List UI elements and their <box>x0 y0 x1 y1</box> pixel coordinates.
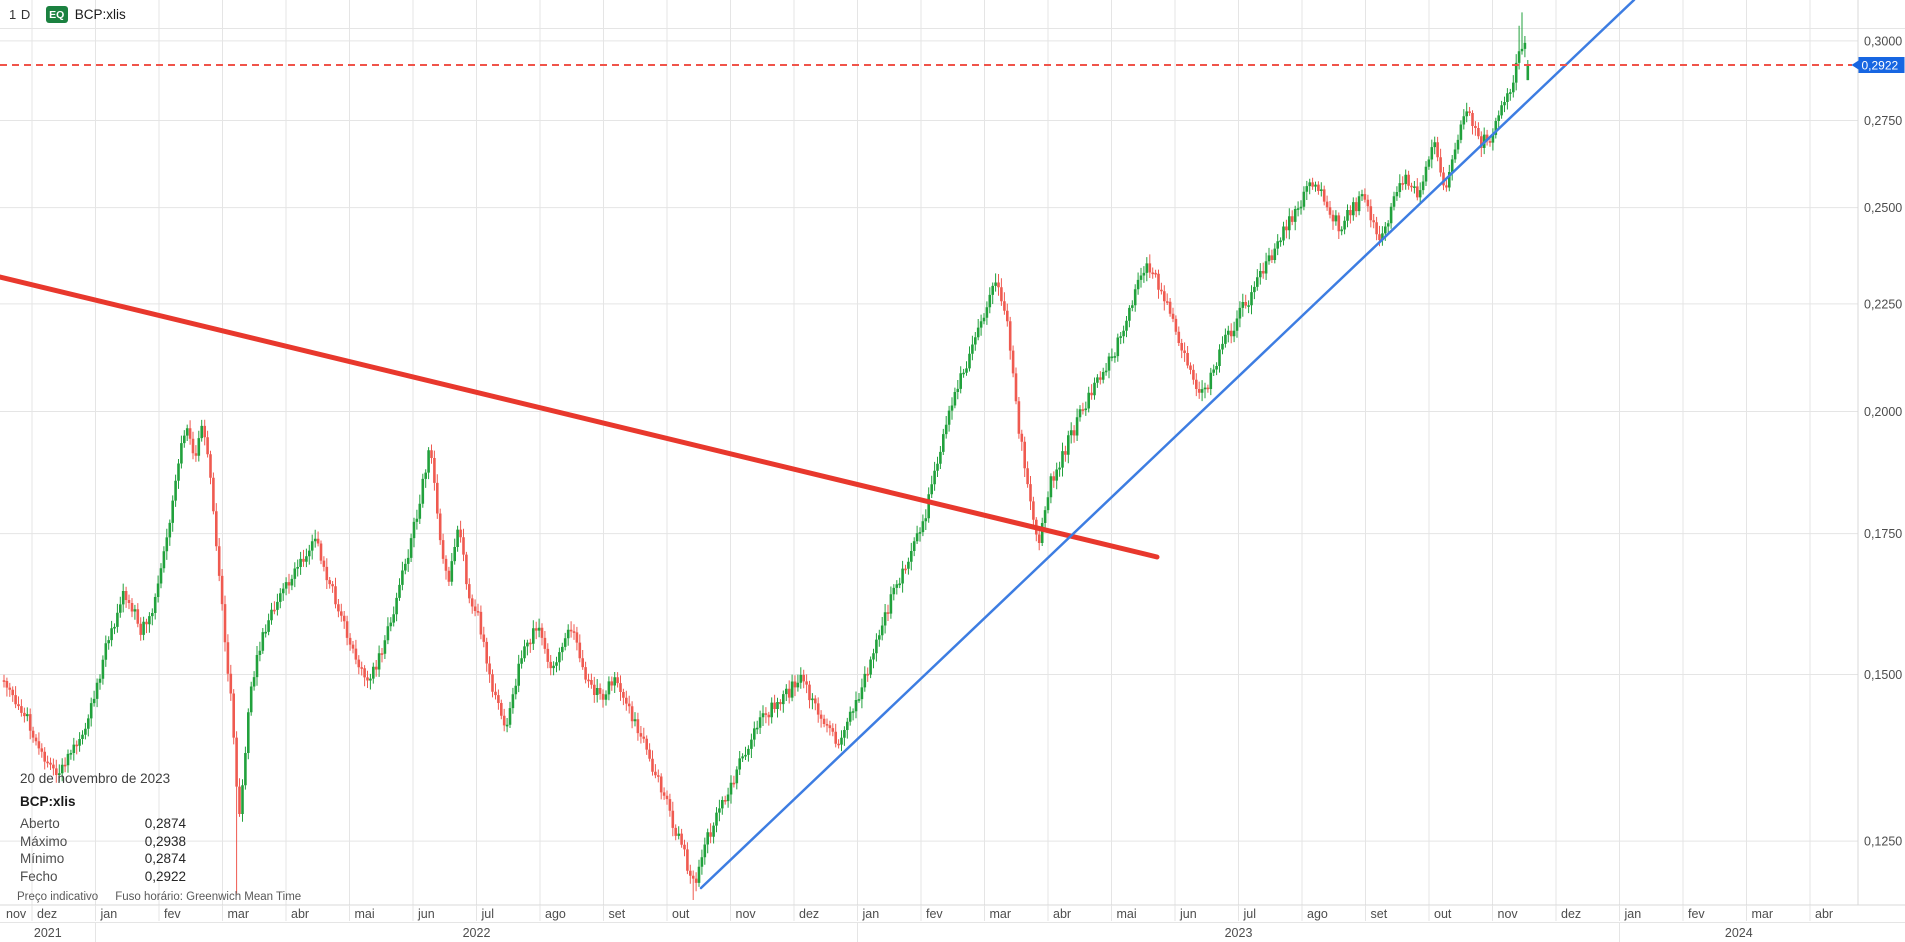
tooltip-row-label: Máximo <box>20 833 68 849</box>
ascending-support <box>699 0 1636 890</box>
month-label: fev <box>1688 907 1705 921</box>
price-tag-value: 0,2922 <box>1862 58 1899 72</box>
timezone-note: Fuso horário: Greenwich Mean Time <box>115 891 302 903</box>
month-label: ago <box>1307 907 1328 921</box>
year-label: 2021 <box>34 926 62 940</box>
chart-footnotes: Preço indicativo Fuso horário: Greenwich… <box>17 891 301 903</box>
month-label: nov <box>1498 907 1519 921</box>
down-candle-bodies <box>2 111 1492 883</box>
interval-selector[interactable]: 1 D <box>9 7 31 22</box>
tooltip-row-value: 0,2938 <box>144 833 186 849</box>
year-label: 2022 <box>463 926 491 940</box>
grid-lines <box>0 0 1858 905</box>
month-label: out <box>672 907 690 921</box>
current-price-tag: 0,2922 <box>1851 57 1905 73</box>
month-label: mar <box>228 907 250 921</box>
trendlines <box>0 0 1636 890</box>
month-label: mar <box>990 907 1012 921</box>
tooltip-date: 20 de novembro de 2023 <box>20 771 171 786</box>
price-tag-box <box>1858 57 1905 73</box>
month-label: jun <box>417 907 435 921</box>
tooltip-ohlc-rows: Aberto 0,2874 Máximo 0,2938 Mínimo 0,2874 Fech… <box>20 815 186 885</box>
descending-resistance <box>0 274 1160 560</box>
month-label: jul <box>1243 907 1257 921</box>
month-label: jan <box>862 907 880 921</box>
tooltip-symbol: BCP:xlis <box>20 794 76 809</box>
month-label: abr <box>291 907 309 921</box>
tooltip-row-value: 0,2922 <box>144 868 186 884</box>
month-label: mai <box>355 907 375 921</box>
year-label: 2023 <box>1225 926 1253 940</box>
month-label: abr <box>1815 907 1833 921</box>
month-label: dez <box>799 907 819 921</box>
month-label: nov <box>736 907 757 921</box>
month-label: fev <box>164 907 181 921</box>
month-label: out <box>1434 907 1452 921</box>
month-label: dez <box>1561 907 1581 921</box>
month-label: fev <box>926 907 943 921</box>
tooltip-row-label: Fecho <box>20 868 58 884</box>
month-label: dez <box>37 907 57 921</box>
price-tag-arrow <box>1851 60 1859 70</box>
price-tick-label: 0,2500 <box>1864 201 1902 215</box>
price-tick-label: 0,1500 <box>1864 668 1902 682</box>
month-label: mai <box>1117 907 1137 921</box>
equity-type-badge: EQ <box>45 6 68 23</box>
chart-header: 1 D EQ BCP:xlis <box>9 4 126 25</box>
up-candle-bodies <box>26 42 1530 883</box>
down-candle-wicks <box>3 107 1491 900</box>
month-label: nov <box>6 907 27 921</box>
month-label: ago <box>545 907 566 921</box>
time-axis-labels: nov dez jan fev mar abr mai jun jul ago set out nov d… <box>6 907 1833 940</box>
month-label: set <box>609 907 626 921</box>
candlestick-series <box>2 12 1530 900</box>
tooltip-row-label: Mínimo <box>20 851 65 867</box>
month-label: jul <box>481 907 495 921</box>
quote-tooltip: 20 de novembro de 2023 BCP:xlis Aberto 0,… <box>20 771 186 885</box>
month-label: jan <box>100 907 118 921</box>
price-tick-label: 0,2750 <box>1864 114 1902 128</box>
month-label: jun <box>1179 907 1197 921</box>
price-tick-label: 0,3000 <box>1864 34 1902 48</box>
symbol-label[interactable]: BCP:xlis <box>74 7 126 22</box>
month-label: jan <box>1624 907 1642 921</box>
tooltip-row-value: 0,2874 <box>144 851 186 867</box>
up-candle-wicks <box>26 12 1529 887</box>
indicative-price-note: Preço indicativo <box>17 891 99 903</box>
month-label: set <box>1371 907 1388 921</box>
price-tick-label: 0,1250 <box>1864 835 1902 849</box>
price-tick-label: 0,2250 <box>1864 297 1902 311</box>
tooltip-row-value: 0,2874 <box>144 816 186 831</box>
year-label: 2024 <box>1725 926 1753 940</box>
price-tick-label: 0,2000 <box>1864 405 1902 419</box>
price-tick-label: 0,1750 <box>1864 527 1902 541</box>
month-label: mar <box>1752 907 1774 921</box>
price-axis-labels: 0,3000 0,2750 0,2500 0,2250 0,2000 0,1750 0,15… <box>1864 34 1902 848</box>
tooltip-row-label: Aberto <box>20 816 60 831</box>
month-label: abr <box>1053 907 1071 921</box>
